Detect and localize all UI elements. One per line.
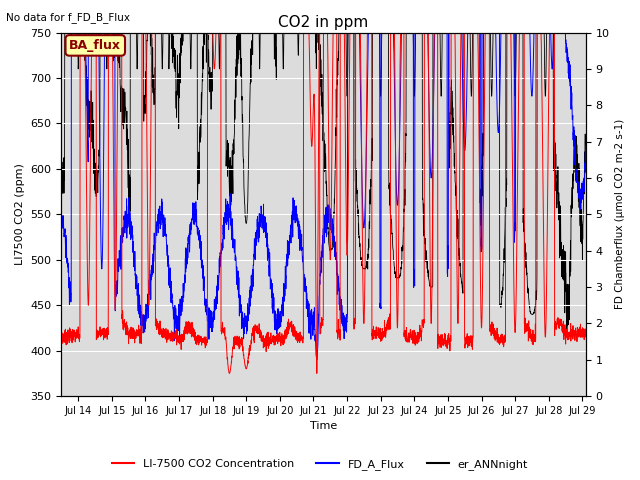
Y-axis label: LI7500 CO2 (ppm): LI7500 CO2 (ppm) [15,163,25,265]
Legend: LI-7500 CO2 Concentration, FD_A_Flux, er_ANNnight: LI-7500 CO2 Concentration, FD_A_Flux, er… [108,455,532,474]
X-axis label: Time: Time [310,421,337,432]
Text: BA_flux: BA_flux [69,39,121,52]
Text: No data for f_FD_B_Flux: No data for f_FD_B_Flux [6,12,131,23]
Y-axis label: FD Chamberflux (μmol CO2 m-2 s-1): FD Chamberflux (μmol CO2 m-2 s-1) [615,119,625,310]
Title: CO2 in ppm: CO2 in ppm [278,15,369,30]
